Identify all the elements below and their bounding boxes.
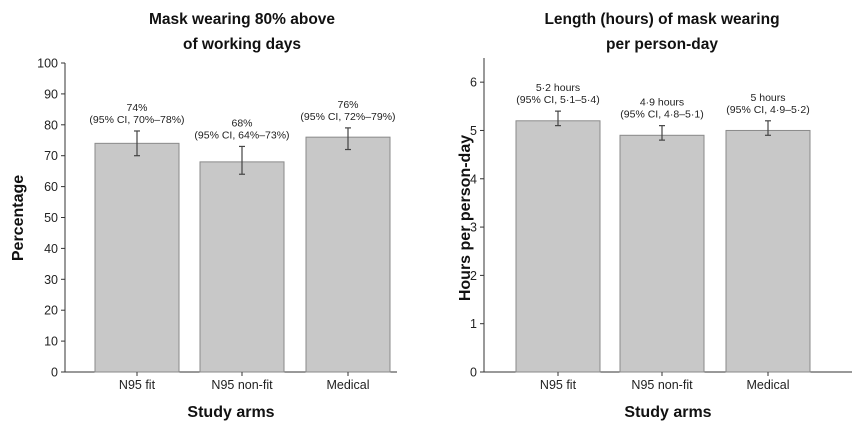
y-tick-label: 3 [470, 221, 477, 235]
data-label-value: 74% [126, 102, 147, 114]
y-tick-label: 10 [44, 335, 58, 349]
x-tick-label: N95 non-fit [631, 378, 693, 392]
y-tick-label: 20 [44, 304, 58, 318]
chart-title-line: per person-day [606, 36, 718, 53]
y-tick-label: 70 [44, 149, 58, 163]
data-label-value: 68% [231, 117, 252, 129]
chart-title-line: Length (hours) of mask wearing [544, 11, 779, 28]
bar [515, 120, 601, 373]
x-tick-label: Medical [746, 378, 789, 392]
x-tick-label: N95 fit [540, 378, 577, 392]
chart-panel-2: Length (hours) of mask wearing per person… [457, 11, 852, 421]
x-tick-label: Medical [326, 378, 369, 392]
data-label-ci: (95% CI, 72%–79%) [300, 111, 395, 123]
chart-title-line: Mask wearing 80% above [149, 11, 335, 28]
y-tick-label: 0 [51, 366, 58, 380]
y-tick-label: 6 [470, 76, 477, 90]
y-tick-label: 60 [44, 180, 58, 194]
bar [94, 142, 180, 373]
y-axis-label: Hours per person-day [457, 135, 474, 301]
bar [619, 134, 705, 373]
y-tick-label: 2 [470, 269, 477, 283]
data-label-ci: (95% CI, 4·9–5·2) [726, 104, 809, 116]
chart-title-line: of working days [183, 36, 301, 53]
y-tick-label: 90 [44, 87, 58, 101]
y-tick-label: 40 [44, 242, 58, 256]
y-tick-label: 30 [44, 273, 58, 287]
y-tick-label: 80 [44, 118, 58, 132]
chart-panel-1: Mask wearing 80% above of working days 0 10… [10, 11, 397, 421]
y-tick-label: 0 [470, 366, 477, 380]
y-tick-label: 50 [44, 211, 58, 225]
x-tick-label: N95 non-fit [211, 378, 273, 392]
data-label-value: 5 hours [750, 92, 785, 104]
y-tick-label: 1 [470, 317, 477, 331]
data-label-ci: (95% CI, 5·1–5·4) [516, 94, 599, 106]
y-tick-label: 100 [37, 57, 58, 71]
y-tick-label: 4 [470, 172, 477, 186]
bar [199, 161, 285, 373]
y-tick-label: 5 [470, 124, 477, 138]
data-label-ci: (95% CI, 4·8–5·1) [620, 109, 703, 121]
data-label-value: 76% [337, 99, 358, 111]
data-label-ci: (95% CI, 70%–78%) [89, 114, 184, 126]
x-axis-label: Study arms [624, 404, 711, 421]
data-label-value: 5·2 hours [536, 82, 580, 94]
data-label-ci: (95% CI, 64%–73%) [194, 129, 289, 141]
bar [725, 129, 811, 373]
x-axis-label: Study arms [187, 404, 274, 421]
x-tick-label: N95 fit [119, 378, 156, 392]
bar [305, 136, 391, 373]
data-label-value: 4·9 hours [640, 97, 684, 109]
y-axis-label: Percentage [10, 175, 27, 261]
